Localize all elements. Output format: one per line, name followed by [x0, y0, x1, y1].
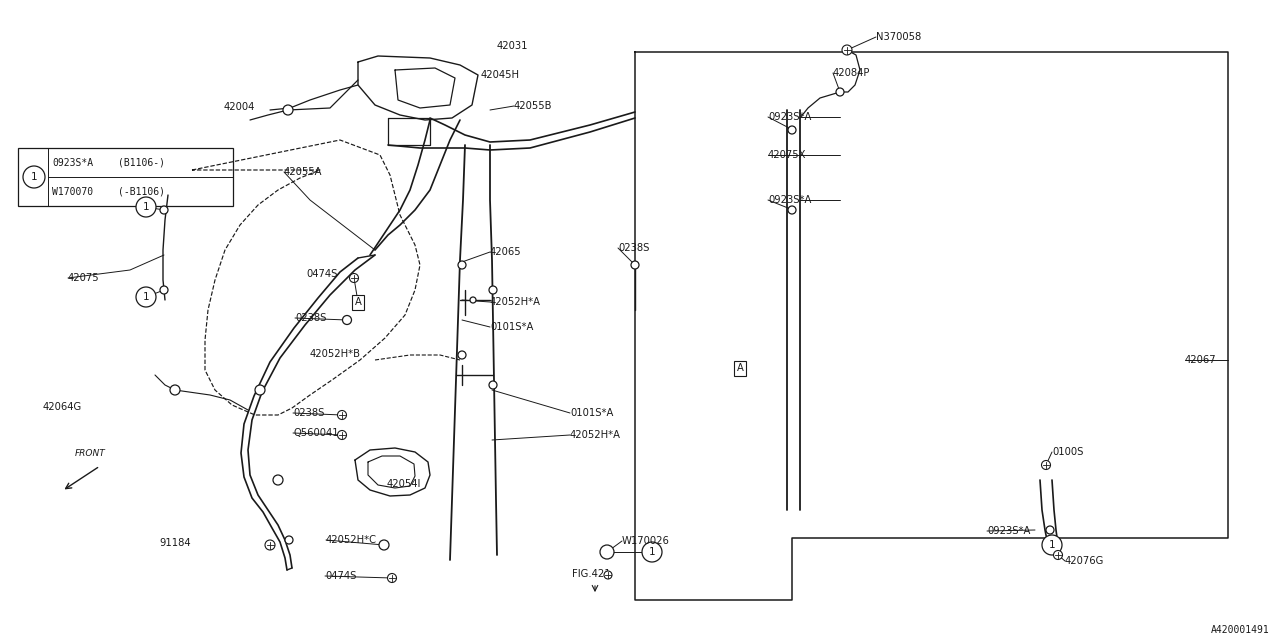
Text: W170070: W170070 [52, 186, 93, 196]
Text: 1: 1 [649, 547, 655, 557]
Text: Q560041: Q560041 [293, 428, 339, 438]
Text: 42076G: 42076G [1065, 556, 1105, 566]
Circle shape [604, 571, 612, 579]
Circle shape [265, 540, 275, 550]
Text: 42065: 42065 [490, 247, 522, 257]
Circle shape [470, 297, 476, 303]
Text: 0100S: 0100S [1052, 447, 1083, 457]
Circle shape [600, 545, 614, 559]
Circle shape [631, 261, 639, 269]
Circle shape [1042, 535, 1062, 555]
Circle shape [170, 385, 180, 395]
Text: 42045H: 42045H [481, 70, 520, 80]
Circle shape [343, 316, 352, 324]
Text: 42084P: 42084P [833, 68, 870, 78]
Circle shape [349, 273, 358, 282]
Circle shape [136, 197, 156, 217]
Circle shape [458, 261, 466, 269]
Text: 42055A: 42055A [284, 167, 323, 177]
Text: 91184: 91184 [159, 538, 191, 548]
Text: 0474S: 0474S [306, 269, 338, 279]
Text: 42052H*A: 42052H*A [570, 430, 621, 440]
Text: 42064G: 42064G [44, 402, 82, 412]
Text: A: A [736, 363, 744, 373]
Text: FRONT: FRONT [74, 449, 105, 458]
Text: 1: 1 [1048, 540, 1055, 550]
Text: W170026: W170026 [622, 536, 669, 546]
Text: 0923S*A: 0923S*A [768, 195, 812, 205]
Text: N370058: N370058 [876, 32, 922, 42]
Circle shape [836, 88, 844, 96]
Circle shape [283, 105, 293, 115]
Text: 1: 1 [142, 292, 150, 302]
Circle shape [1053, 550, 1062, 559]
Circle shape [388, 573, 397, 582]
Text: 1: 1 [142, 202, 150, 212]
Circle shape [489, 286, 497, 294]
Text: 42067: 42067 [1185, 355, 1216, 365]
Text: 1: 1 [31, 172, 37, 182]
Circle shape [273, 475, 283, 485]
Text: 0238S: 0238S [294, 313, 326, 323]
Circle shape [643, 542, 662, 562]
Text: 0101S*A: 0101S*A [490, 322, 534, 332]
Text: FIG.421: FIG.421 [572, 569, 611, 579]
Text: (-B1106): (-B1106) [118, 186, 165, 196]
Text: 0101S*A: 0101S*A [570, 408, 613, 418]
Circle shape [489, 381, 497, 389]
Text: 42055B: 42055B [515, 101, 553, 111]
Text: 42052H*A: 42052H*A [490, 297, 541, 307]
Circle shape [285, 536, 293, 544]
Text: 0238S: 0238S [618, 243, 649, 253]
Circle shape [160, 286, 168, 294]
Circle shape [379, 540, 389, 550]
Text: 0474S: 0474S [325, 571, 356, 581]
Circle shape [23, 166, 45, 188]
Text: 0923S*A: 0923S*A [768, 112, 812, 122]
Text: 42052H*C: 42052H*C [326, 535, 378, 545]
Text: 42052H*B: 42052H*B [310, 349, 361, 359]
Circle shape [255, 385, 265, 395]
Text: 42004: 42004 [224, 102, 256, 112]
Bar [18, 148, 233, 206]
Text: 0923S*A: 0923S*A [52, 157, 93, 168]
Circle shape [788, 126, 796, 134]
Text: A: A [355, 297, 361, 307]
Circle shape [338, 431, 347, 440]
Circle shape [458, 351, 466, 359]
Text: 42031: 42031 [497, 41, 529, 51]
Circle shape [842, 45, 852, 55]
Text: A420001491: A420001491 [1211, 625, 1270, 635]
Text: 42075X: 42075X [768, 150, 806, 160]
Circle shape [160, 206, 168, 214]
Text: 0923S*A: 0923S*A [987, 526, 1030, 536]
Circle shape [136, 287, 156, 307]
Circle shape [788, 206, 796, 214]
Text: 42054I: 42054I [387, 479, 421, 489]
Circle shape [338, 410, 347, 419]
Circle shape [1042, 461, 1051, 470]
Text: 42075: 42075 [68, 273, 100, 283]
Text: 0238S: 0238S [293, 408, 324, 418]
Text: (B1106-): (B1106-) [118, 157, 165, 168]
Circle shape [1046, 526, 1053, 534]
